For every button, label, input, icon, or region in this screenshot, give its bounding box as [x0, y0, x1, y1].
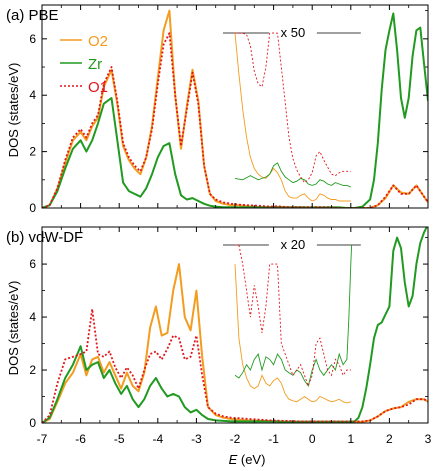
- x-tick-label-minus-2: -2: [230, 432, 241, 446]
- series-line-o1-vdw-df: [42, 308, 428, 423]
- panel-label-pbe: (a) PBE: [6, 7, 59, 24]
- y-tick-label-vdw-df-0: 0: [29, 416, 36, 430]
- series-line-zr-vdw-df: [42, 227, 428, 423]
- x-tick-label-minus-4: -4: [152, 432, 163, 446]
- y-axis-title-vdw-df: DOS (states/eV): [6, 281, 21, 376]
- series-line-o1-pbe: [42, 32, 428, 208]
- x-tick-label-2: 2: [386, 432, 393, 446]
- panel-pbe: x 50 0 2 4 6: [29, 4, 429, 215]
- legend: O2 Zr O1: [60, 33, 108, 96]
- y-tick-label-pbe-4: 4: [29, 88, 36, 102]
- series-line-zr-pbe: [42, 12, 428, 208]
- x-axis-title-unit: (eV): [237, 452, 265, 467]
- legend-label-o1: O1: [88, 79, 108, 96]
- inset-curve-o2-pbe: [234, 32, 351, 202]
- y-axis-title-pbe: DOS (states/eV): [6, 63, 21, 158]
- inset-curve-o1-vdw-df: [235, 244, 351, 388]
- series-line-o2-vdw-df: [42, 263, 428, 423]
- y-tick-label-vdw-df-4: 4: [29, 310, 36, 324]
- x-tick-label-1: 1: [347, 432, 354, 446]
- plot-frame-vdw-df: [41, 226, 429, 424]
- y-tick-label-vdw-df-6: 6: [29, 257, 36, 271]
- legend-label-o2: O2: [88, 33, 108, 50]
- inset-curve-zr-pbe: [234, 162, 351, 188]
- inset-scale-label-pbe: x 50: [281, 25, 306, 40]
- panel-vdw-df: x 20 0 2 4 6 -7 -6 -5 -4 -3 -2 -1 0 1 2 3: [29, 226, 432, 446]
- inset-curve-o1-pbe: [234, 32, 351, 184]
- y-tick-label-pbe-0: 0: [29, 201, 36, 215]
- x-tick-label-minus-5: -5: [114, 432, 125, 446]
- y-tick-label-vdw-df-2: 2: [29, 363, 36, 377]
- legend-label-zr: Zr: [88, 56, 102, 73]
- y-tick-label-pbe-6: 6: [29, 32, 36, 46]
- x-axis-title: E (eV): [229, 452, 266, 467]
- series-line-o2-pbe: [42, 9, 428, 208]
- inset-scale-label-vdw-df: x 20: [281, 237, 306, 252]
- x-tick-label-minus-6: -6: [75, 432, 86, 446]
- x-tick-label-minus-7: -7: [37, 432, 48, 446]
- x-tick-label-0: 0: [309, 432, 316, 446]
- x-tick-label-minus-3: -3: [191, 432, 202, 446]
- panel-label-vdw-df: (b) vdW-DF: [6, 229, 83, 246]
- inset-curve-o2-vdw-df: [234, 264, 351, 404]
- inset-curve-zr-vdw-df: [234, 244, 353, 387]
- x-axis-title-symbol: E: [229, 452, 238, 467]
- x-tick-label-minus-1: -1: [268, 432, 279, 446]
- y-tick-label-pbe-2: 2: [29, 145, 36, 159]
- x-tick-label-3: 3: [425, 432, 432, 446]
